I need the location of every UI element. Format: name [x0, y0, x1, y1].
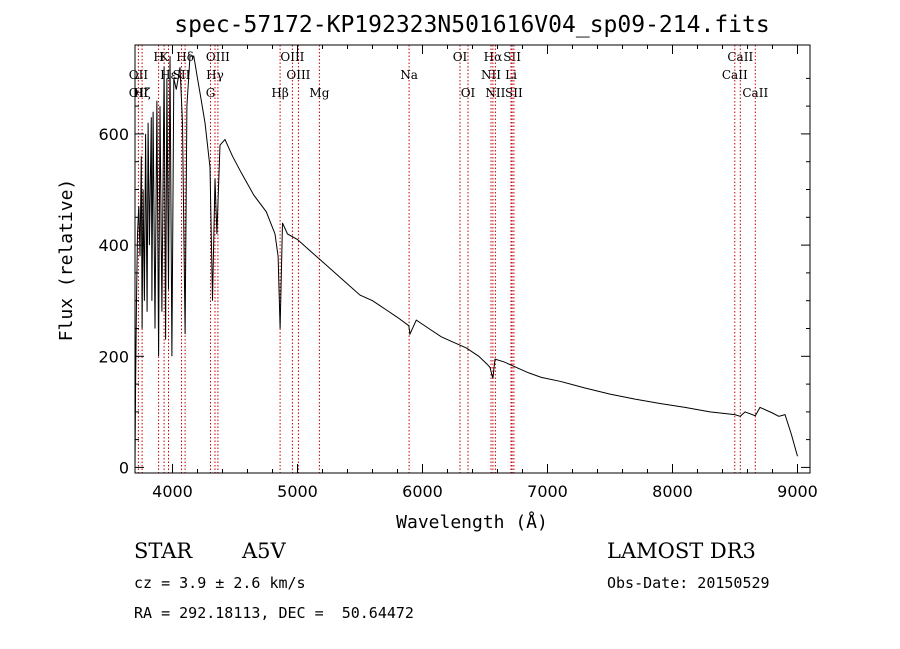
spectral-line-label: OI [453, 50, 468, 64]
y-tick-label: 200 [98, 347, 129, 366]
spectral-line-label: Li [505, 68, 517, 82]
object-subclass: A5V [242, 539, 286, 563]
x-axis: 4000 5000 6000 7000 8000 9000 [152, 45, 818, 501]
observation-date: Obs-Date: 20150529 [607, 574, 770, 592]
spectral-line-label: CaII [727, 50, 753, 64]
survey-name: LAMOST DR3 [607, 539, 756, 563]
coordinates: RA = 292.18113, DEC = 50.64472 [134, 604, 414, 622]
spectral-line-label: OIII [206, 50, 230, 64]
spectral-line-label: NII [485, 86, 505, 100]
spectral-line-label: Hδ [176, 50, 194, 64]
spectral-line-label: H [153, 50, 163, 64]
chart-title: spec-57172-KP192323N501616V04_sp09-214.f… [174, 12, 769, 38]
x-axis-label: Wavelength (Å) [396, 511, 548, 533]
redshift-velocity: cz = 3.9 ± 2.6 km/s [134, 574, 306, 592]
spectral-line-label: OII [129, 68, 149, 82]
x-tick-label: 4000 [152, 482, 193, 501]
spectral-line-label: NII [481, 68, 501, 82]
spectral-line-label: SII [505, 86, 523, 100]
spectral-line-label: SII [503, 50, 521, 64]
y-tick-label: 600 [98, 125, 129, 144]
x-tick-label: 7000 [527, 482, 568, 501]
spectral-line-label: OI [461, 86, 476, 100]
spectral-line-label: OIII [280, 50, 304, 64]
spectral-line-label: G [206, 86, 216, 100]
spectral-line-label: Mg [309, 86, 329, 100]
spectral-line-label: SII [173, 68, 191, 82]
y-tick-label: 0 [119, 458, 129, 477]
y-axis: 0 200 400 600 [98, 77, 810, 477]
spectral-line-label: OIII [286, 68, 310, 82]
spectral-line-label: Hβ [271, 86, 288, 100]
spectral-line-label: CaII [742, 86, 768, 100]
spectrum-line [134, 55, 798, 468]
spectral-line-label: K [160, 50, 170, 64]
x-tick-label: 6000 [402, 482, 443, 501]
spectral-line-label: Hζ [134, 86, 151, 100]
x-tick-label: 9000 [777, 482, 818, 501]
x-tick-label: 8000 [652, 482, 693, 501]
y-tick-label: 400 [98, 236, 129, 255]
spectral-line-label: Hα [484, 50, 503, 64]
y-axis-label: Flux (relative) [56, 179, 77, 342]
plot-frame [134, 44, 811, 474]
object-class: STAR [134, 539, 193, 563]
x-tick-label: 5000 [277, 482, 318, 501]
spectral-line-label: Na [400, 68, 418, 82]
spectral-line-label: OII [129, 86, 149, 100]
spectral-line-label: CaII [722, 68, 748, 82]
spectral-line-label: Hγ [206, 68, 224, 82]
